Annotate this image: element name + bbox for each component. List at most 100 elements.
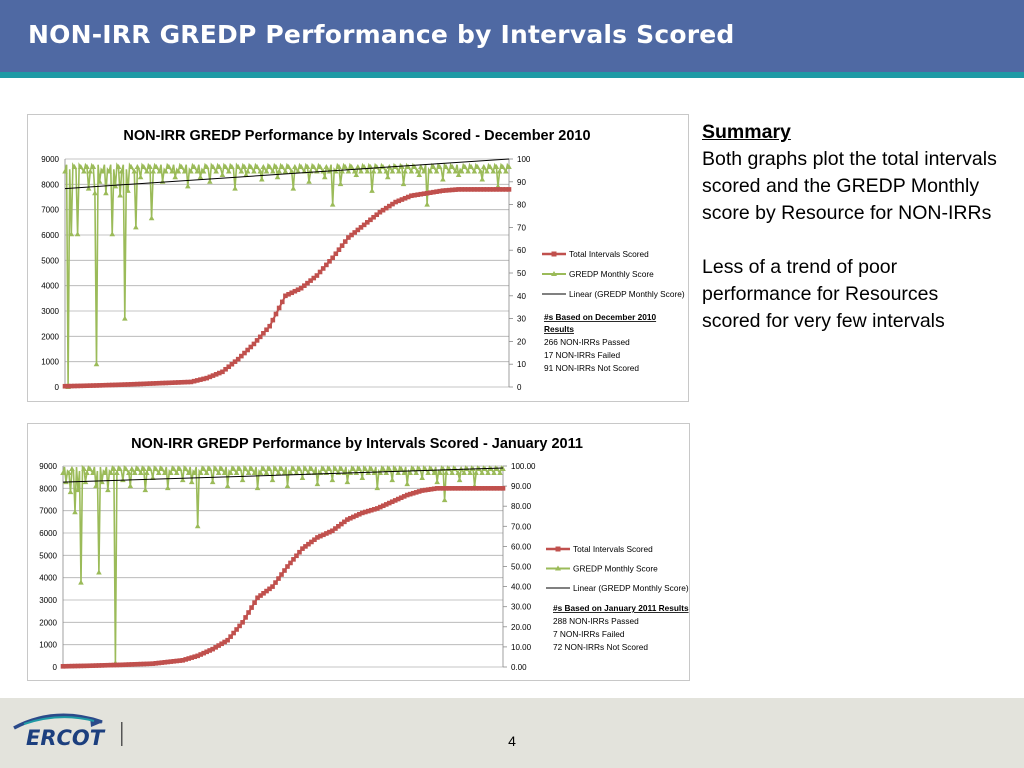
score-point [383,168,389,174]
interval-point [125,382,131,387]
score-point [188,479,195,485]
score-point [464,466,470,472]
score-point [503,168,509,174]
score-point [290,185,297,191]
interval-point [324,531,329,536]
interval-point [443,486,449,491]
score-point [257,168,264,174]
score-point [348,163,355,169]
interval-point [237,623,242,629]
score-point [257,470,264,476]
interval-point [327,529,332,535]
score-point [332,466,339,472]
score-point [395,470,402,476]
interval-point [424,190,430,196]
score-point [431,470,437,476]
interval-point [358,225,364,230]
ercot-logo-text: ERCOT [26,726,106,750]
legend-label: Linear (GREDP Monthly Score) [569,289,685,299]
interval-point [386,500,392,506]
score-point [84,470,90,476]
interval-point [216,370,222,376]
score-point [153,163,160,169]
interval-point [458,486,464,491]
interval-point [333,251,339,257]
legend-marker-intervals [555,546,561,552]
y-right-tick-label: 100.00 [511,462,536,471]
score-point [298,163,304,169]
y-left-tick-label: 9000 [39,462,57,471]
y-left-tick-label: 8000 [41,180,59,189]
interval-point [132,662,138,667]
score-point [296,466,303,472]
interval-point [179,380,184,385]
footer-bar [0,698,1024,768]
interval-point [461,486,467,491]
interval-point [249,605,254,610]
score-point [117,192,123,198]
interval-point [374,212,380,218]
score-point [449,470,455,476]
interval-point [380,207,386,213]
interval-point [195,653,200,659]
interval-point [147,381,153,386]
score-point [386,163,393,169]
interval-point [300,546,305,551]
interval-point [482,486,488,491]
interval-point [246,610,251,615]
score-point [227,470,234,476]
interval-point [243,615,248,620]
interval-point [257,334,263,340]
interval-point [377,209,383,215]
score-point [260,466,267,472]
interval-point [103,382,109,388]
y-left-tick-label: 7000 [39,507,57,516]
score-point [272,466,279,472]
score-point [182,466,189,472]
score-point [108,470,114,476]
score-point [179,477,186,483]
interval-point [351,514,356,520]
score-point [206,466,213,472]
score-point [74,231,81,237]
score-point [87,168,93,174]
interval-point [506,187,512,192]
interval-point [72,663,78,669]
score-point [355,163,361,169]
score-point [260,163,267,169]
score-point [306,178,312,184]
score-point [321,174,328,180]
interval-point [157,380,162,386]
score-point [282,168,289,174]
interval-point [111,662,117,668]
score-point [126,470,132,476]
score-point [491,470,497,476]
score-point [263,168,270,174]
interval-point [66,663,72,669]
interval-point [185,379,191,385]
interval-point [298,285,304,291]
y-right-tick-label: 80.00 [511,502,532,511]
y-left-tick-label: 5000 [41,256,59,265]
interval-point [374,506,380,511]
interval-point [339,521,344,527]
score-point [77,163,84,169]
y-right-tick-label: 90.00 [511,482,532,491]
score-point [479,176,486,182]
legend-marker-score [551,271,557,276]
y-right-tick-label: 0.00 [511,663,527,672]
interval-point [248,344,254,350]
interval-point [160,380,165,386]
interval-point [126,662,132,667]
score-point [400,181,407,187]
score-point [209,479,216,485]
interval-markers [62,187,512,389]
interval-point [494,486,500,491]
score-point [109,231,116,237]
score-point [288,168,295,174]
interval-point [91,383,96,388]
score-point [218,466,225,472]
interval-point [491,486,497,491]
score-point [243,171,249,177]
score-point [425,470,431,476]
